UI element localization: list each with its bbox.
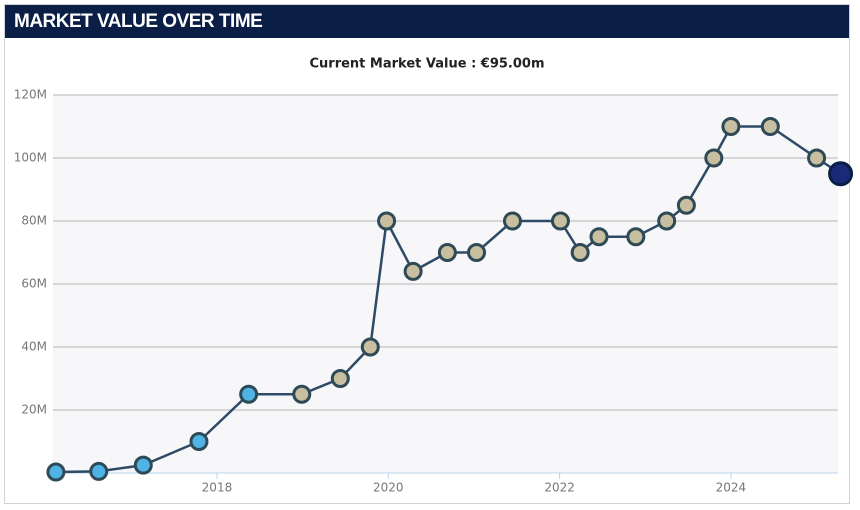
panel-title: MARKET VALUE OVER TIME (5, 5, 849, 38)
point (657, 211, 677, 231)
y-tick-label: 60M (21, 277, 47, 291)
point (626, 227, 646, 247)
x-tick-label: 2020 (373, 481, 404, 495)
y-tick-label: 80M (21, 214, 47, 228)
point (570, 243, 590, 262)
point (189, 432, 209, 451)
point (721, 117, 741, 136)
x-tick-label: 2024 (716, 481, 747, 495)
point (704, 148, 724, 168)
y-tick-label: 100M (14, 151, 47, 165)
point (760, 117, 780, 136)
chart-title: Current Market Value : €95.00m (309, 57, 544, 72)
point (330, 369, 350, 388)
point (239, 384, 259, 404)
point (89, 461, 109, 481)
point (133, 455, 153, 475)
point (550, 211, 570, 231)
point (437, 243, 457, 262)
point (589, 227, 609, 247)
y-tick-label: 20M (21, 403, 47, 417)
point (360, 337, 380, 357)
x-tick-label: 2018 (202, 481, 233, 495)
point (828, 161, 854, 187)
point (403, 261, 423, 281)
point (807, 148, 827, 168)
point (292, 384, 312, 404)
x-tick-label: 2022 (544, 481, 575, 495)
point (377, 211, 397, 231)
y-tick-label: 120M (14, 88, 47, 102)
point (46, 462, 66, 482)
point (502, 211, 522, 231)
y-tick-label: 40M (21, 340, 47, 354)
panel: MARKET VALUE OVER TIME (4, 4, 850, 504)
point (676, 195, 696, 215)
point (467, 243, 487, 262)
